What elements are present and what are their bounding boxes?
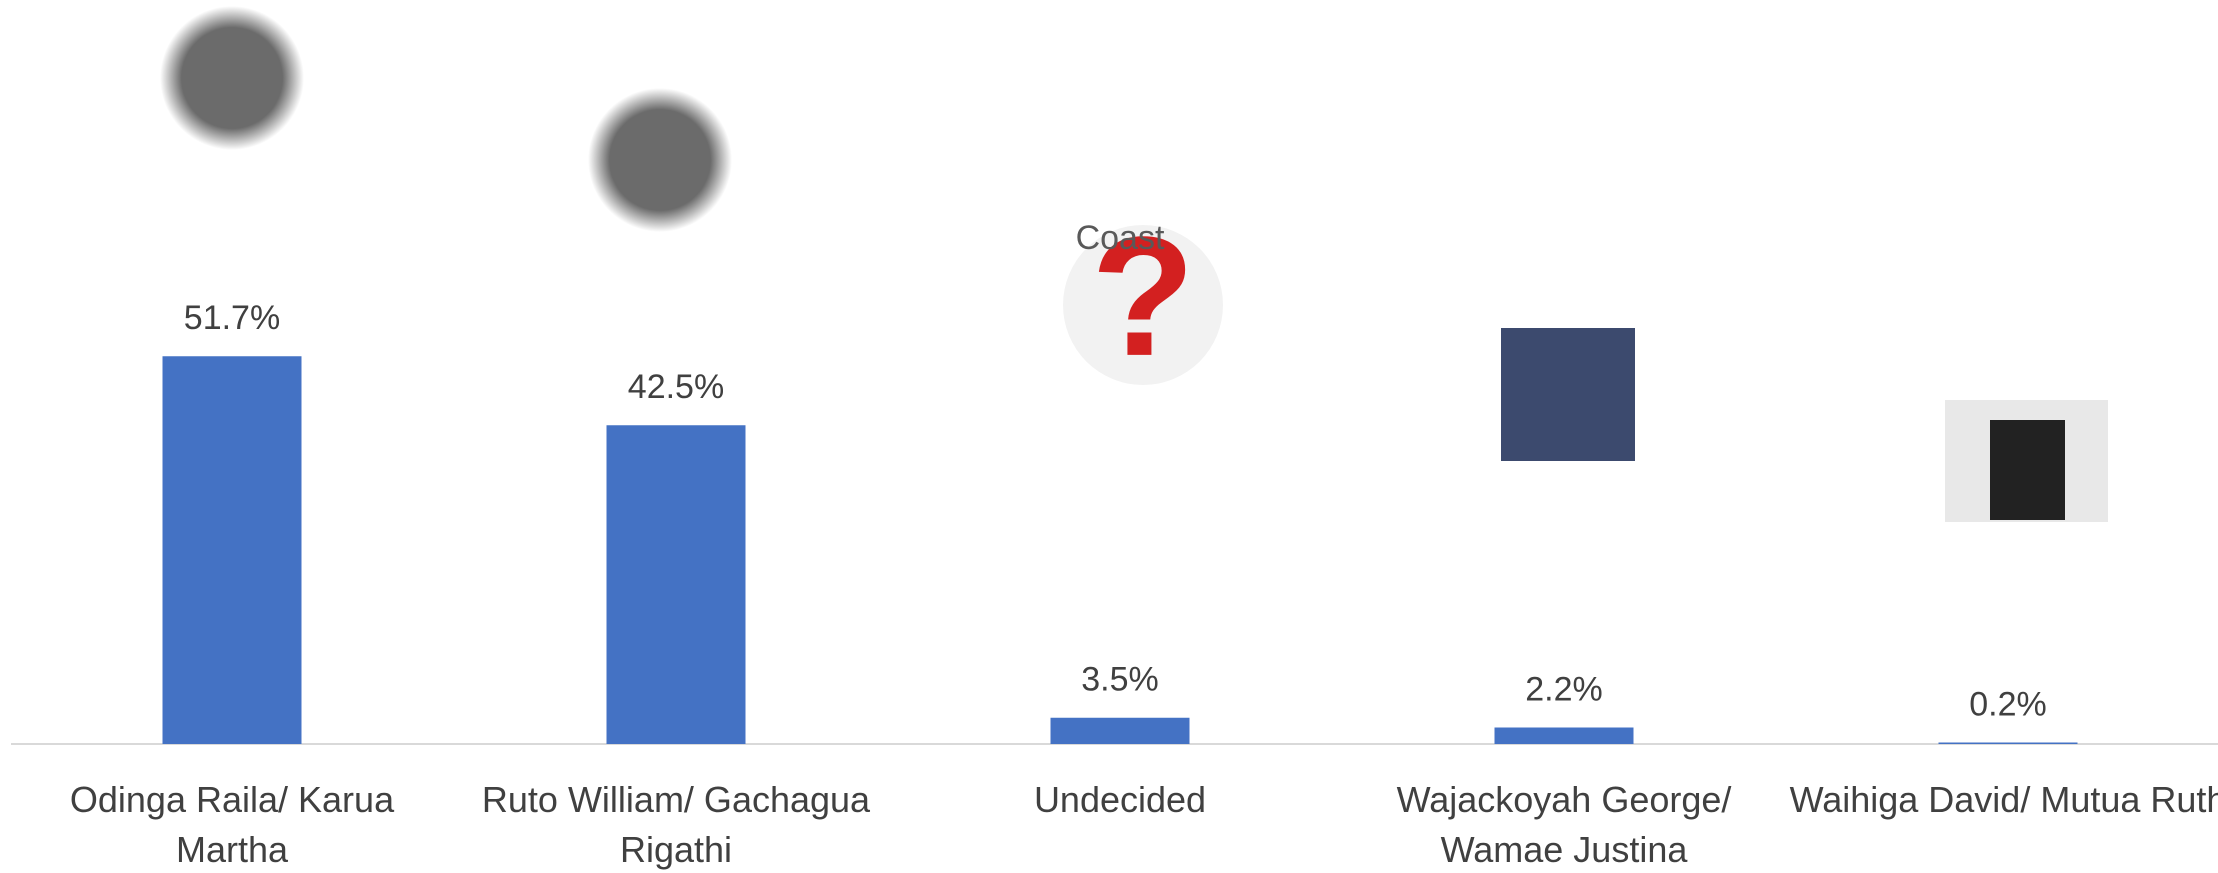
bar bbox=[162, 356, 302, 744]
question-mark: ? bbox=[1091, 202, 1195, 392]
chart-title: Coast bbox=[1076, 219, 1165, 257]
bar bbox=[1050, 717, 1190, 744]
data-label: 42.5% bbox=[628, 368, 724, 406]
candidate-photo bbox=[160, 6, 304, 150]
question-image bbox=[1063, 225, 1223, 385]
data-label: 3.5% bbox=[1081, 661, 1159, 699]
candidate-photo bbox=[1990, 420, 2065, 520]
candidate-photo bbox=[1501, 328, 1635, 461]
bar bbox=[1494, 727, 1634, 744]
bar bbox=[606, 425, 746, 744]
x-tick-label: Odinga Raila/ Karua Martha bbox=[69, 779, 395, 870]
data-label: 2.2% bbox=[1525, 670, 1603, 708]
data-label: 51.7% bbox=[184, 299, 280, 337]
x-tick-label: Undecided bbox=[1033, 779, 1207, 820]
candidate-photo bbox=[588, 88, 732, 232]
data-label: 0.2% bbox=[1969, 685, 2047, 723]
x-tick-label: Wajackoyah George/ Wamae Justina bbox=[1396, 779, 1732, 870]
bar bbox=[1938, 742, 2078, 744]
x-tick-label: Waihiga David/ Mutua Ruth bbox=[1789, 779, 2218, 820]
x-tick-label: Ruto William/ Gachagua Rigathi bbox=[481, 779, 871, 870]
